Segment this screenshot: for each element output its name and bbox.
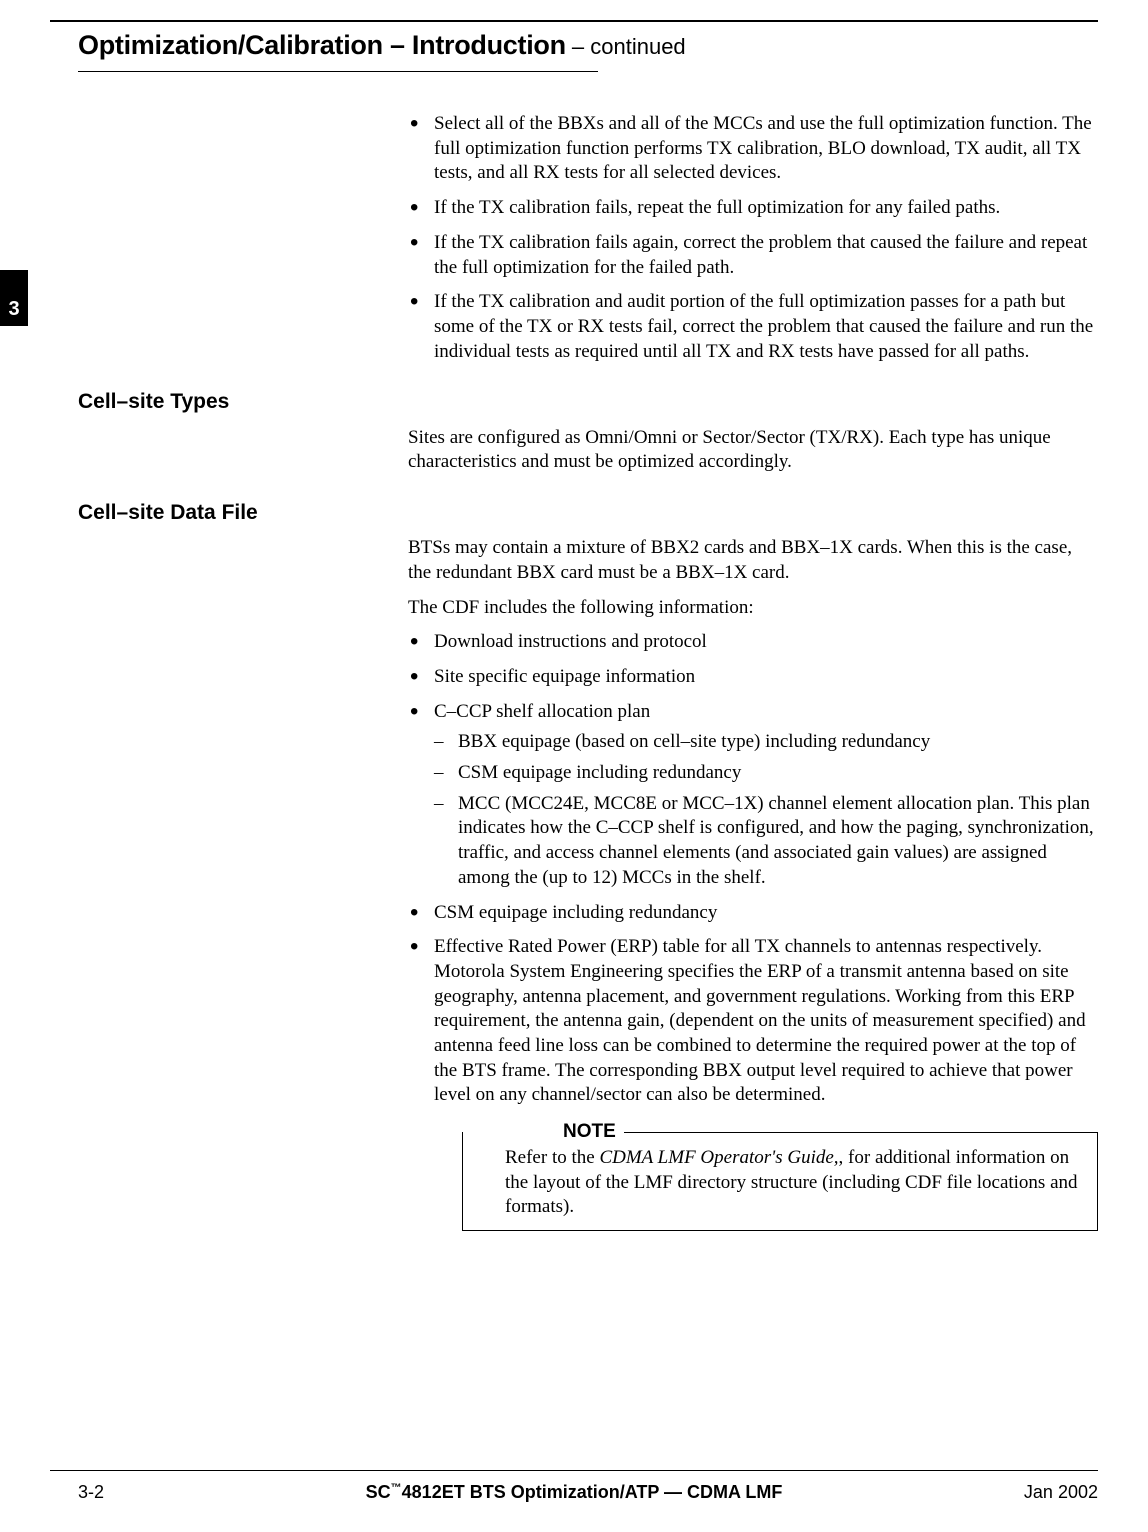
list-item: If the TX calibration fails again, corre…: [408, 231, 1098, 280]
list-item: C–CCP shelf allocation plan BBX equipage…: [408, 700, 1098, 891]
datafile-para1: BTSs may contain a mixture of BBX2 cards…: [408, 536, 1098, 585]
note-text-italic: CDMA LMF Operator's Guide,: [599, 1147, 838, 1168]
footer-doc-title: SC™4812ET BTS Optimization/ATP — CDMA LM…: [366, 1481, 783, 1504]
note-box: NOTE Refer to the CDMA LMF Operator's Gu…: [462, 1132, 1098, 1231]
datafile-bullet-list: Download instructions and protocol Site …: [408, 630, 1098, 1108]
title-continued: – continued: [566, 34, 686, 59]
footer-page-number: 3-2: [50, 1481, 104, 1504]
heading-cellsite-types: Cell–site Types: [78, 388, 1098, 415]
title-main: Optimization/Calibration – Introduction: [78, 30, 566, 60]
sub-list-item: MCC (MCC24E, MCC8E or MCC–1X) channel el…: [434, 792, 1098, 891]
intro-bullet-list: Select all of the BBXs and all of the MC…: [408, 112, 1098, 364]
footer-center-post: 4812ET BTS Optimization/ATP — CDMA LMF: [402, 1482, 783, 1502]
list-item-text: C–CCP shelf allocation plan: [434, 701, 650, 722]
page-footer: 3-2 SC™4812ET BTS Optimization/ATP — CDM…: [50, 1470, 1098, 1504]
sub-list: BBX equipage (based on cell–site type) i…: [434, 730, 1098, 890]
list-item: If the TX calibration fails, repeat the …: [408, 196, 1098, 221]
list-item: Select all of the BBXs and all of the MC…: [408, 112, 1098, 186]
note-text: Refer to the CDMA LMF Operator's Guide,,…: [505, 1146, 1081, 1220]
datafile-para2: The CDF includes the following informati…: [408, 596, 1098, 621]
list-item: Download instructions and protocol: [408, 630, 1098, 655]
cellsite-types-para: Sites are configured as Omni/Omni or Sec…: [408, 426, 1098, 475]
footer-date: Jan 2002: [1024, 1481, 1098, 1504]
page-title: Optimization/Calibration – Introduction …: [50, 28, 1098, 71]
list-item: Site specific equipage information: [408, 665, 1098, 690]
chapter-tab: 3: [0, 270, 28, 326]
list-item: If the TX calibration and audit portion …: [408, 290, 1098, 364]
footer-center-pre: SC: [366, 1482, 391, 1502]
note-label: NOTE: [463, 1120, 624, 1145]
list-item: CSM equipage including redundancy: [408, 901, 1098, 926]
note-text-pre: Refer to the: [505, 1147, 599, 1168]
sub-list-item: BBX equipage (based on cell–site type) i…: [434, 730, 1098, 755]
heading-cellsite-datafile: Cell–site Data File: [78, 499, 1098, 526]
list-item: Effective Rated Power (ERP) table for al…: [408, 935, 1098, 1108]
trademark-icon: ™: [391, 1482, 402, 1494]
sub-list-item: CSM equipage including redundancy: [434, 761, 1098, 786]
